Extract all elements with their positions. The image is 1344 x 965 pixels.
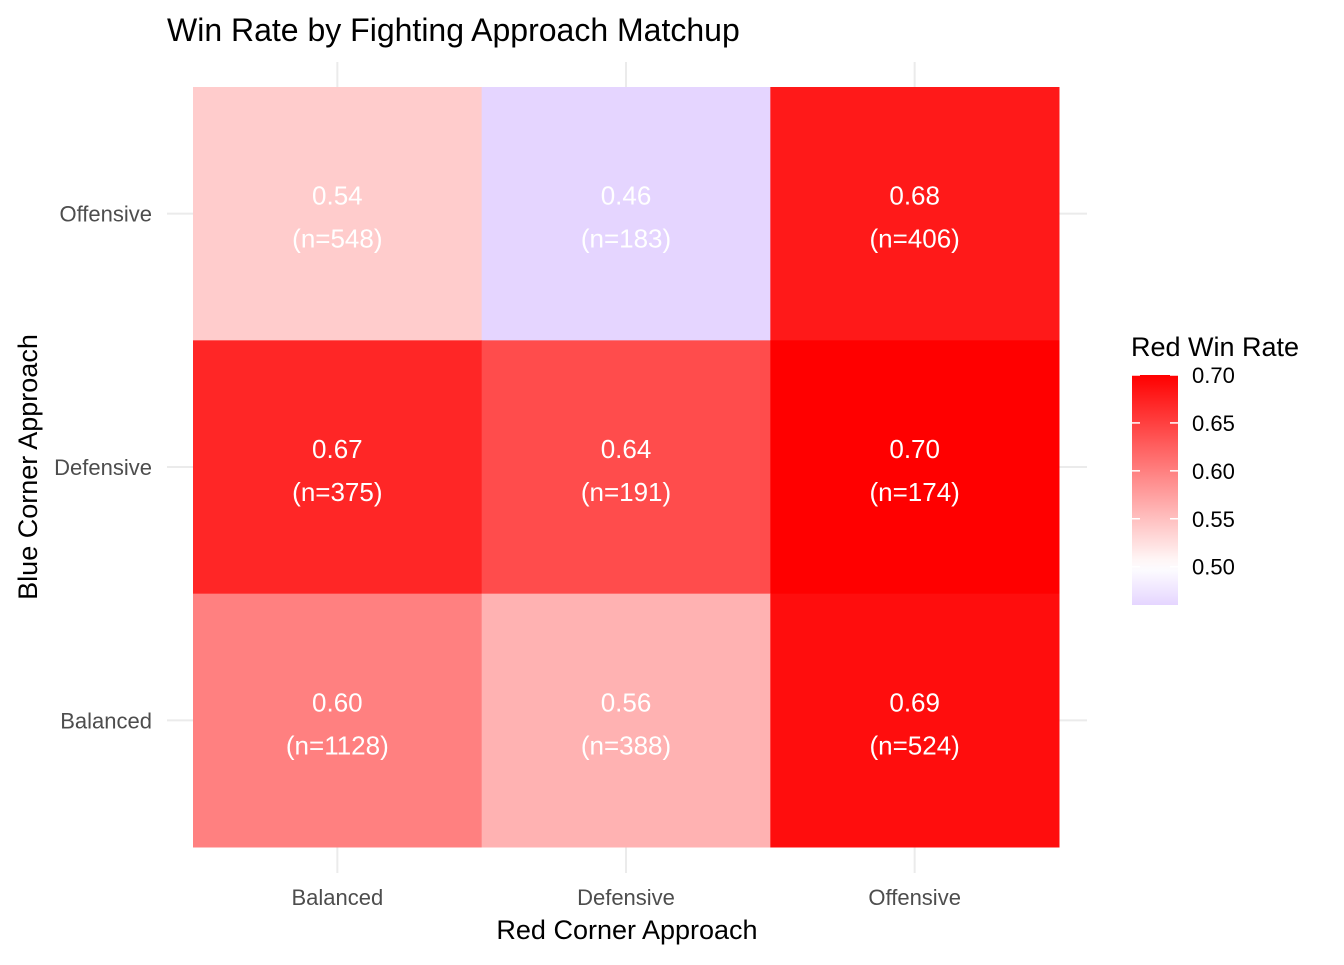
legend-colorbar xyxy=(1132,375,1178,605)
cells-layer: 0.54 (n=548) 0.46 (n=183) 0.68 (n=406) 0.67 (n=… xyxy=(193,87,1060,848)
cell-label: 0.70 (n=174) xyxy=(869,434,959,507)
cell-label: 0.69 (n=524) xyxy=(869,687,959,760)
cell-label: 0.64 (n=191) xyxy=(581,434,671,507)
x-tick-label: Defensive xyxy=(577,885,675,910)
heatmap-cell xyxy=(481,340,771,595)
cell-label: 0.67 (n=375) xyxy=(292,434,382,507)
legend-title: Red Win Rate xyxy=(1131,332,1299,362)
y-tick-label: Defensive xyxy=(54,455,152,480)
cell-label: 0.68 (n=406) xyxy=(869,181,959,254)
heatmap-cell xyxy=(193,593,483,848)
cell-label: 0.54 (n=548) xyxy=(292,181,382,254)
cell-label: 0.46 (n=183) xyxy=(581,181,671,254)
legend-tick-label: 0.60 xyxy=(1192,459,1235,484)
y-axis-title: Blue Corner Approach xyxy=(13,334,43,600)
heatmap-cell xyxy=(481,87,771,341)
heatmap-cell xyxy=(770,593,1060,848)
x-tick-label: Balanced xyxy=(291,885,383,910)
y-tick-label: Offensive xyxy=(59,202,152,227)
legend-tick-label: 0.65 xyxy=(1192,411,1235,436)
x-tick-label: Offensive xyxy=(868,885,961,910)
cell-label: 0.60 (n=1128) xyxy=(286,687,389,760)
y-tick-label: Balanced xyxy=(60,708,152,733)
cell-label: 0.56 (n=388) xyxy=(581,687,671,760)
legend-tick-label: 0.55 xyxy=(1192,507,1235,532)
heatmap-cell xyxy=(481,593,771,848)
heatmap-cell xyxy=(193,340,483,595)
legend: Red Win Rate 0.70 0.65 0.60 0.55 0.50 xyxy=(1131,332,1299,605)
heatmap-cell xyxy=(193,87,483,341)
x-axis-title: Red Corner Approach xyxy=(496,915,757,945)
chart-title: Win Rate by Fighting Approach Matchup xyxy=(167,12,740,48)
heatmap-cell xyxy=(770,340,1060,595)
heatmap-cell xyxy=(770,87,1060,341)
legend-tick-label: 0.50 xyxy=(1192,555,1235,580)
legend-ticks: 0.70 0.65 0.60 0.55 0.50 xyxy=(1132,363,1235,580)
axis-layer: Balanced Defensive Offensive Balanced Defens… xyxy=(54,202,961,910)
legend-tick-label: 0.70 xyxy=(1192,363,1235,388)
